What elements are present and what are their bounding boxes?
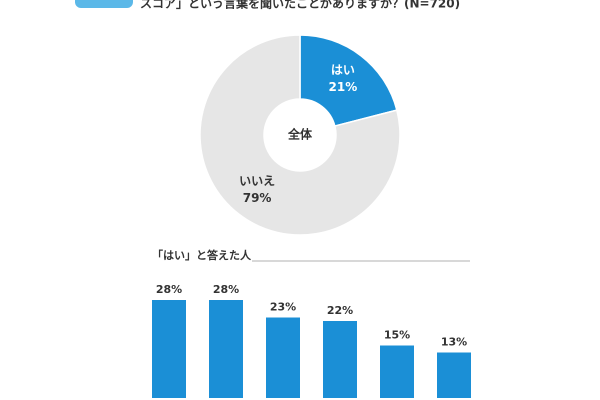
section-title: 「はい」と答えた人: [152, 248, 252, 262]
bar-value: 22%: [327, 304, 353, 317]
bar: [152, 300, 186, 398]
slice-label: いいえ: [239, 174, 275, 188]
slice-label: はい: [331, 63, 355, 77]
slice-value: 21%: [329, 80, 358, 94]
bar-value: 23%: [270, 301, 296, 314]
bar: [209, 300, 243, 398]
bar-value: 28%: [156, 283, 182, 296]
donut-slice: [299, 34, 398, 127]
bar-value: 28%: [213, 283, 239, 296]
bar: [266, 317, 300, 398]
bar: [323, 321, 357, 398]
donut-center: 全体: [287, 127, 313, 142]
donut-slice: [199, 34, 401, 236]
slice-value: 79%: [243, 191, 272, 205]
bar: [380, 345, 414, 398]
bar-value: 15%: [384, 329, 410, 342]
bar: [437, 352, 471, 398]
bar-value: 13%: [441, 336, 467, 349]
tag: [75, 0, 133, 8]
question-title: スコア」という言葉を聞いたことがありますか？(N=720): [140, 0, 460, 11]
